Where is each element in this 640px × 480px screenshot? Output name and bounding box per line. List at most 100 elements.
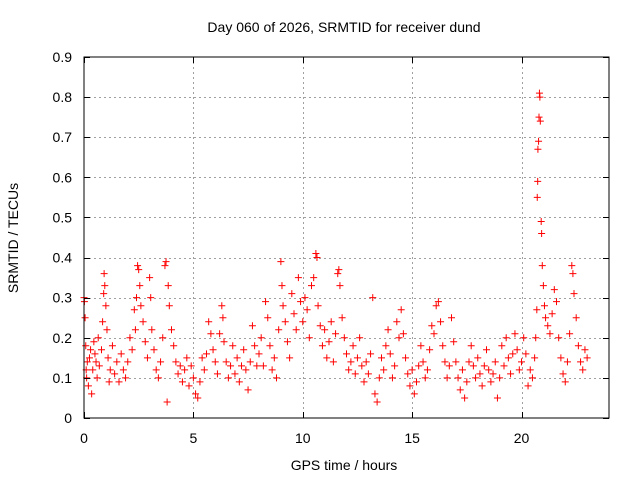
data-point (141, 338, 149, 346)
data-point (382, 342, 390, 350)
data-point (570, 290, 578, 298)
data-point (536, 93, 544, 101)
data-point (104, 354, 112, 362)
data-point (542, 314, 550, 322)
data-point (428, 322, 436, 330)
data-point (147, 294, 155, 302)
data-point (316, 322, 324, 330)
data-point (544, 322, 552, 330)
data-point (441, 358, 449, 366)
data-point (163, 398, 171, 406)
data-point (461, 394, 469, 402)
plot-frame (83, 56, 610, 419)
data-point (323, 354, 331, 362)
data-point (185, 382, 193, 390)
data-point (345, 366, 353, 374)
data-point (176, 362, 184, 370)
data-point (502, 334, 510, 342)
data-point (255, 350, 263, 358)
data-point (540, 302, 548, 310)
data-point (90, 338, 98, 346)
data-point (413, 378, 420, 386)
data-point (386, 350, 394, 358)
data-point (384, 326, 392, 334)
data-point (98, 346, 105, 354)
data-point (568, 262, 576, 270)
data-point (133, 294, 140, 302)
data-point (198, 354, 206, 362)
data-point (283, 338, 291, 346)
data-point (146, 274, 154, 282)
data-point (174, 370, 182, 378)
data-point (338, 314, 346, 322)
data-point (380, 366, 388, 374)
data-point (474, 354, 482, 362)
x-tick-label: 15 (404, 430, 420, 446)
data-point (336, 282, 344, 290)
data-point (511, 330, 519, 338)
data-point (388, 374, 396, 382)
data-point (534, 145, 542, 153)
data-point (270, 354, 278, 362)
y-tick-label: 0.9 (53, 49, 73, 65)
data-point (196, 378, 204, 386)
data-point (172, 358, 180, 366)
x-tick-label: 5 (189, 430, 197, 446)
data-point (152, 366, 160, 374)
data-point (183, 354, 191, 362)
data-point (101, 282, 109, 290)
data-point (266, 342, 274, 350)
data-point (200, 366, 208, 374)
data-point (85, 354, 93, 362)
data-point (148, 326, 156, 334)
data-point (301, 294, 309, 302)
data-point (399, 330, 407, 338)
data-point (111, 370, 119, 378)
data-point (244, 386, 252, 394)
data-point (242, 366, 250, 374)
data-point (154, 374, 162, 382)
data-point (102, 302, 110, 310)
data-point (557, 354, 565, 362)
data-point (81, 314, 89, 322)
data-point (106, 366, 114, 374)
data-point (485, 366, 493, 374)
data-point (410, 390, 418, 398)
data-point (579, 366, 587, 374)
data-point (452, 358, 460, 366)
data-point (238, 362, 245, 370)
data-point (434, 298, 442, 306)
data-point (334, 270, 342, 278)
data-point (273, 374, 280, 382)
data-point (88, 390, 96, 398)
data-point (548, 310, 556, 318)
data-point (583, 354, 591, 362)
data-point (297, 298, 305, 306)
data-point (478, 382, 486, 390)
data-point (445, 362, 453, 370)
data-point (340, 334, 348, 342)
data-point (491, 358, 499, 366)
data-point (426, 346, 434, 354)
data-point (194, 394, 202, 402)
data-point (314, 302, 322, 310)
data-point (456, 386, 464, 394)
data-point (181, 366, 189, 374)
data-point (93, 374, 101, 382)
data-point (469, 362, 477, 370)
data-point (278, 282, 286, 290)
data-point (325, 338, 333, 346)
data-point (378, 354, 385, 362)
data-point (268, 366, 276, 374)
data-point (533, 193, 541, 201)
y-tick-label: 0.2 (53, 330, 73, 346)
data-point (222, 358, 230, 366)
data-point (224, 374, 232, 382)
data-point (450, 338, 458, 346)
data-point (213, 370, 221, 378)
data-point (279, 302, 287, 310)
data-point (275, 326, 283, 334)
data-point (343, 350, 350, 358)
data-point (555, 334, 563, 342)
